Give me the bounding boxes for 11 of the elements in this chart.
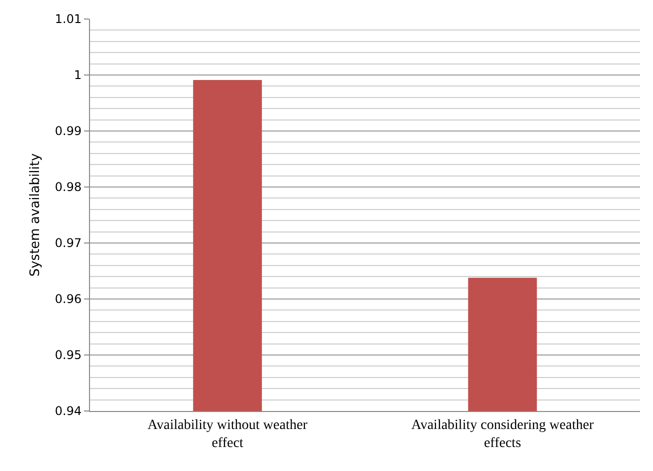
y-tick-label: 0.96: [54, 292, 82, 306]
y-tick-label: 0.95: [54, 348, 82, 362]
x-tick-label: Availability considering weather effects: [411, 418, 594, 451]
y-tick-label: 0.98: [54, 180, 82, 194]
y-axis-title: System availability: [28, 153, 43, 277]
y-tick-label: 1.01: [54, 12, 82, 26]
x-tick-label: Availability without weather effect: [148, 418, 308, 451]
y-tick-label: 1: [74, 68, 82, 82]
y-tick-label: 0.99: [54, 124, 82, 138]
y-tick-label: 0.97: [54, 236, 82, 250]
y-tick-label: 0.94: [54, 404, 82, 418]
